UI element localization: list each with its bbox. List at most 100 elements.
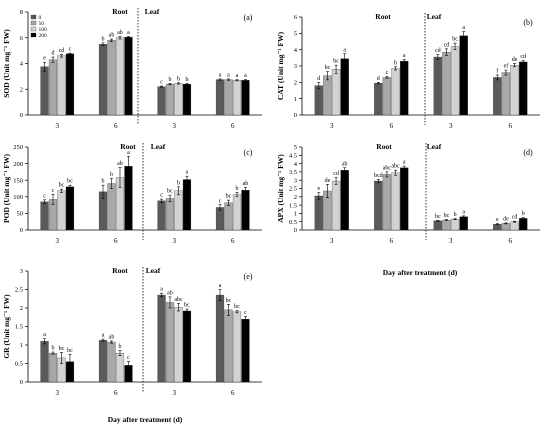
bar (40, 66, 49, 116)
significance-letter: b (177, 180, 180, 186)
significance-letter: d (52, 51, 55, 57)
significance-letter: d (377, 76, 380, 82)
x-tick-label: 6 (231, 389, 235, 397)
panel-letter: (e) (244, 272, 253, 281)
significance-letter: de (503, 216, 509, 222)
x-tick-label: 6 (509, 122, 513, 130)
bar (107, 183, 116, 231)
bar (157, 200, 166, 231)
y-tick-label: 0 (20, 227, 23, 234)
bar (165, 302, 175, 383)
x-tick-label: 3 (449, 237, 453, 245)
significance-letter: a (403, 160, 406, 166)
x-tick-label: 6 (390, 237, 394, 245)
bar (115, 37, 125, 116)
significance-letter: c (244, 310, 247, 316)
bar (182, 83, 192, 116)
y-tick-label: 3 (294, 63, 297, 70)
x-tick-label: 6 (231, 122, 235, 130)
bar (391, 68, 400, 116)
bar (493, 77, 502, 116)
bar (107, 40, 116, 116)
section-label-root: Root (112, 7, 128, 16)
section-label-root: Root (376, 142, 392, 151)
y-tick-label: 0 (294, 227, 297, 234)
significance-letter: a (403, 53, 406, 59)
bar (232, 311, 242, 383)
significance-letter: b (169, 77, 172, 83)
y-tick-label: 4 (294, 47, 298, 54)
bar (107, 341, 116, 383)
significance-letter: de (512, 57, 518, 63)
y-tick-label: 1 (294, 211, 297, 218)
bar (40, 201, 49, 231)
significance-letter: a (219, 72, 222, 78)
legend-label: 0 (39, 15, 42, 21)
bar (124, 36, 133, 116)
bar (224, 202, 233, 231)
bar (374, 180, 383, 231)
y-axis-title: GR (Unit mg⁻¹ FW) (2, 294, 11, 359)
significance-letter: a (127, 30, 130, 36)
y-tick-label: 3.5 (289, 169, 297, 176)
y-tick-label: 2.5 (289, 186, 297, 193)
significance-letter: ab (109, 334, 115, 340)
y-tick-label: 200 (13, 161, 23, 168)
y-tick-label: 100 (13, 194, 23, 201)
y-tick-label: 150 (13, 177, 23, 184)
bar (450, 46, 460, 116)
significance-letter: b (185, 77, 188, 83)
section-label-leaf: Leaf (151, 142, 166, 151)
significance-letter: b (454, 212, 457, 218)
significance-letter: bc (59, 346, 65, 352)
significance-letter: b (52, 346, 55, 352)
x-tick-label: 6 (231, 237, 235, 245)
significance-letter: cd (444, 42, 450, 48)
bar (48, 352, 58, 383)
bar (182, 179, 192, 231)
significance-letter: b (110, 172, 113, 178)
section-label-leaf: Leaf (145, 7, 160, 16)
significance-letter: cd (520, 54, 526, 60)
x-tick-label: 3 (449, 122, 453, 130)
bar (501, 223, 511, 231)
legend-swatch (30, 14, 37, 20)
significance-letter: c (160, 193, 163, 199)
legend-swatch (30, 20, 37, 26)
y-tick-label: 5 (294, 31, 297, 38)
bar (232, 80, 242, 116)
bar (391, 172, 400, 231)
y-tick-label: 0 (294, 112, 297, 119)
y-tick-label: 0 (20, 112, 23, 119)
bar (433, 56, 442, 116)
y-tick-label: 2 (294, 194, 297, 201)
bar (174, 83, 183, 116)
y-tick-label: 2 (20, 86, 23, 93)
bar (400, 167, 409, 231)
y-tick-label: 5 (294, 144, 297, 151)
panel-letter: (b) (523, 18, 533, 27)
bar (57, 55, 66, 116)
x-axis-title: Day after treatment (d) (108, 415, 183, 424)
significance-letter: a (236, 73, 239, 79)
bar (241, 190, 250, 231)
bar (442, 219, 451, 231)
bar (215, 294, 225, 383)
significance-letter: bc (325, 65, 331, 71)
significance-letter: c (160, 80, 163, 86)
bar (314, 85, 323, 116)
y-tick-label: 2 (20, 305, 23, 312)
x-tick-label: 3 (56, 237, 60, 245)
bar (340, 58, 349, 116)
significance-letter: ab (117, 161, 123, 167)
significance-letter: bc (435, 214, 441, 220)
significance-letter: ab (167, 290, 173, 296)
x-tick-label: 3 (330, 122, 334, 130)
significance-letter: bc (444, 213, 450, 219)
x-tick-label: 3 (173, 122, 177, 130)
x-tick-label: 3 (173, 237, 177, 245)
significance-letter: abc (383, 165, 392, 171)
significance-letter: b (522, 211, 525, 217)
